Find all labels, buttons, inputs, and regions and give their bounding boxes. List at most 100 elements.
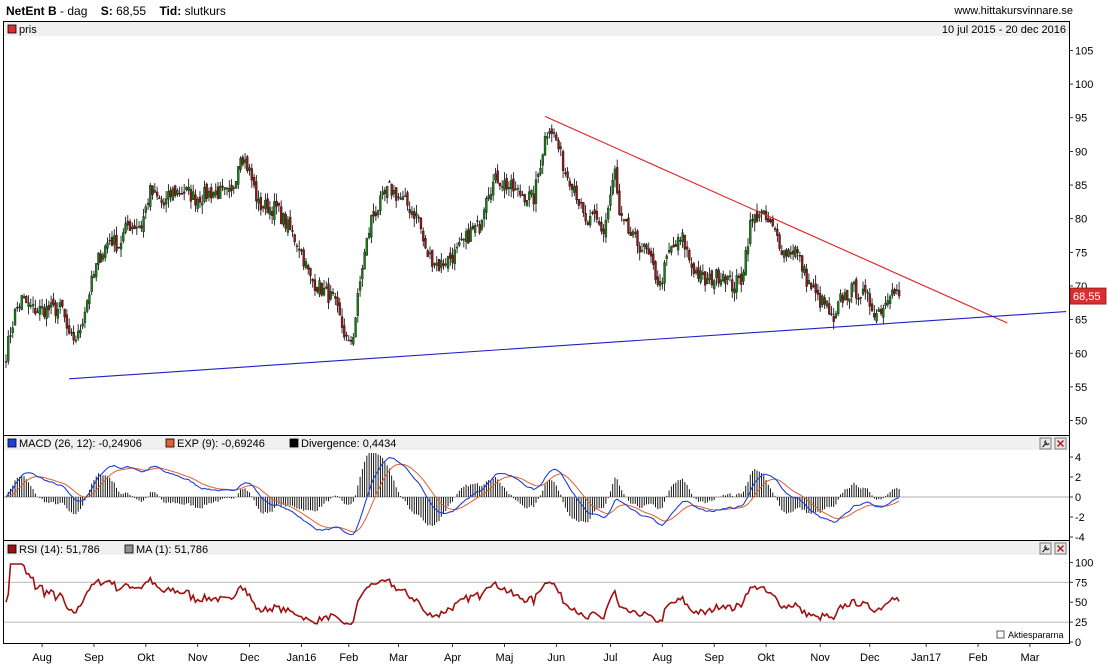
candle-body bbox=[201, 202, 204, 206]
candle-body bbox=[532, 193, 535, 205]
candle-body bbox=[293, 234, 296, 243]
candle-body bbox=[169, 190, 172, 197]
candle-body bbox=[289, 216, 292, 230]
close-icon bbox=[1056, 544, 1065, 553]
candle-body bbox=[298, 248, 301, 251]
candle-body bbox=[688, 250, 691, 261]
candle-body bbox=[661, 282, 664, 285]
candle-body bbox=[455, 246, 459, 249]
candle-body bbox=[128, 221, 132, 231]
candle-body bbox=[828, 303, 831, 315]
candle-body bbox=[654, 261, 657, 280]
candle-body bbox=[670, 246, 673, 253]
last-price-tag-box bbox=[1069, 287, 1107, 305]
candle-body bbox=[821, 295, 824, 305]
candle-body bbox=[401, 196, 405, 200]
candle-body bbox=[839, 293, 842, 301]
candle-body bbox=[462, 239, 465, 241]
candle-body bbox=[625, 218, 628, 222]
candle-body bbox=[331, 291, 335, 294]
candle-body bbox=[559, 146, 562, 149]
candle-body bbox=[850, 283, 853, 298]
candle-body bbox=[643, 243, 646, 247]
macd-series bbox=[5, 453, 900, 536]
candle-body bbox=[852, 281, 856, 285]
candle-body bbox=[566, 171, 569, 179]
candle-body bbox=[884, 302, 887, 306]
candle-body bbox=[192, 191, 195, 200]
candle-body bbox=[796, 249, 799, 254]
credit: Aktiespararna bbox=[996, 630, 1064, 640]
candle-body bbox=[751, 219, 754, 221]
candle-body bbox=[523, 194, 526, 203]
candle-body bbox=[893, 289, 896, 294]
price-y-tick-label: 60 bbox=[1075, 348, 1087, 360]
candle-body bbox=[812, 285, 815, 287]
candle-body bbox=[374, 212, 378, 217]
divergence-legend-swatch bbox=[289, 438, 299, 448]
candle-body bbox=[464, 231, 468, 242]
candle-body bbox=[440, 260, 443, 268]
candle-body bbox=[81, 323, 84, 327]
x-tick-label: Nov bbox=[810, 652, 830, 664]
candle-body bbox=[187, 187, 190, 191]
ma-legend-label: MA (1): 51,786 bbox=[136, 544, 208, 556]
x-tick-label: Nov bbox=[188, 652, 208, 664]
site-url: www.hittakursvinnare.se bbox=[954, 5, 1073, 17]
candle-body bbox=[471, 225, 475, 229]
candle-body bbox=[510, 180, 513, 190]
candle-body bbox=[356, 293, 359, 316]
candle-body bbox=[731, 279, 734, 292]
candle-body bbox=[437, 259, 441, 271]
candle-body bbox=[855, 279, 858, 299]
x-tick-label: Aug bbox=[32, 652, 52, 664]
candle-body bbox=[798, 255, 802, 257]
candle-body bbox=[376, 210, 380, 216]
candle-body bbox=[155, 191, 159, 197]
candle-body bbox=[467, 229, 470, 244]
candle-body bbox=[424, 238, 427, 249]
candle-body bbox=[780, 250, 783, 255]
candle-body bbox=[534, 179, 538, 204]
candle-body bbox=[679, 239, 682, 242]
candle-body bbox=[164, 198, 168, 205]
candle-body bbox=[591, 212, 594, 214]
rsi-settings-button[interactable] bbox=[1039, 542, 1052, 555]
candle-body bbox=[390, 183, 393, 196]
candle-body bbox=[243, 159, 247, 163]
price-y-tick-label: 90 bbox=[1075, 146, 1087, 158]
candle-body bbox=[241, 156, 244, 165]
macd-settings-button[interactable] bbox=[1039, 437, 1052, 450]
candle-body bbox=[697, 267, 700, 279]
candle-body bbox=[444, 263, 447, 266]
candle-body bbox=[555, 134, 558, 141]
candle-body bbox=[498, 182, 502, 187]
macd-line bbox=[5, 456, 900, 536]
price-y-tick-label: 50 bbox=[1075, 416, 1087, 428]
candle-body bbox=[327, 283, 330, 304]
candle-body bbox=[776, 229, 779, 236]
candle-body bbox=[816, 289, 820, 295]
candle-body bbox=[365, 238, 369, 256]
candle-body bbox=[494, 173, 497, 181]
macd-close-button[interactable] bbox=[1054, 437, 1067, 450]
candle-body bbox=[575, 185, 578, 200]
candle-body bbox=[819, 293, 822, 308]
candle-body bbox=[232, 187, 235, 189]
candlesticks bbox=[4, 124, 901, 368]
candle-body bbox=[275, 200, 278, 207]
candle-body bbox=[183, 191, 186, 194]
rsi-close-button[interactable] bbox=[1054, 542, 1067, 555]
candle-body bbox=[58, 302, 62, 307]
candle-body bbox=[124, 223, 127, 233]
candle-body bbox=[354, 317, 357, 338]
candle-body bbox=[638, 245, 641, 253]
candle-body bbox=[422, 230, 425, 242]
candle-body bbox=[56, 309, 60, 319]
candle-body bbox=[27, 302, 30, 307]
candle-body bbox=[877, 309, 880, 312]
candle-body bbox=[640, 250, 644, 252]
price-legend-bar bbox=[4, 22, 1069, 36]
candle-body bbox=[769, 219, 772, 223]
candle-body bbox=[491, 181, 495, 196]
